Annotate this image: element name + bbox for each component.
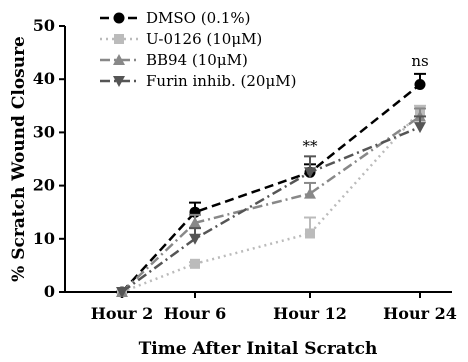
series-0 [116, 72, 426, 298]
legend-label: BB94 (10μM) [146, 51, 248, 69]
data-point [414, 122, 426, 134]
data-point [305, 228, 315, 239]
data-point [189, 233, 201, 245]
legend-entry: DMSO (0.1%) [100, 9, 251, 27]
data-point [189, 216, 201, 228]
x-ticks: Hour 2 Hour 6 Hour 12 Hour 24 [91, 292, 457, 323]
legend-swatch-marker [113, 54, 125, 65]
series-line [121, 83, 421, 293]
y-tick-label: 50 [33, 16, 55, 35]
significance-label: ns [411, 52, 428, 70]
y-tick-label: 10 [33, 229, 55, 248]
series-3 [116, 115, 426, 298]
y-tick-label: 30 [33, 122, 55, 141]
y-tick-label: 0 [44, 282, 55, 301]
series-line [121, 125, 421, 294]
x-tick-label: Hour 6 [164, 304, 227, 323]
y-tick-label: 40 [33, 69, 55, 88]
series-line [121, 110, 421, 294]
axes: 0 10 20 30 40 50 Hour 2 Hour 6 Hour 12 Hour 24 [33, 16, 457, 323]
legend-swatch-marker [114, 34, 124, 44]
series-line [121, 115, 421, 293]
annotations: ** ns [303, 52, 429, 155]
y-tick-label: 20 [33, 176, 55, 195]
legend-entry: U-0126 (10μM) [100, 30, 262, 48]
series-2 [116, 107, 426, 297]
legend-label: DMSO (0.1%) [146, 9, 251, 27]
data-point [304, 187, 316, 199]
legend-swatch-marker [113, 76, 125, 87]
series-1 [117, 104, 426, 297]
legend-label: Furin inhib. (20μM) [146, 72, 296, 90]
series-layer [116, 72, 426, 298]
legend: DMSO (0.1%) U-0126 (10μM) BB94 (10μM) Furin… [100, 9, 296, 90]
legend-entry: Furin inhib. (20μM) [100, 72, 296, 90]
x-tick-label: Hour 2 [91, 304, 154, 323]
data-point [116, 287, 128, 298]
x-tick-label: Hour 24 [383, 304, 457, 323]
data-point [190, 258, 200, 269]
y-axis-title: % Scratch Wound Closure [9, 36, 29, 282]
y-ticks: 0 10 20 30 40 50 [33, 16, 65, 301]
significance-label: ** [303, 137, 319, 155]
legend-swatch-marker [113, 12, 125, 24]
legend-entry: BB94 (10μM) [100, 51, 248, 69]
data-point [304, 167, 316, 179]
x-axis-title: Time After Inital Scratch [139, 339, 378, 359]
x-tick-label: Hour 12 [273, 304, 347, 323]
legend-label: U-0126 (10μM) [146, 30, 262, 48]
data-point [414, 79, 426, 91]
